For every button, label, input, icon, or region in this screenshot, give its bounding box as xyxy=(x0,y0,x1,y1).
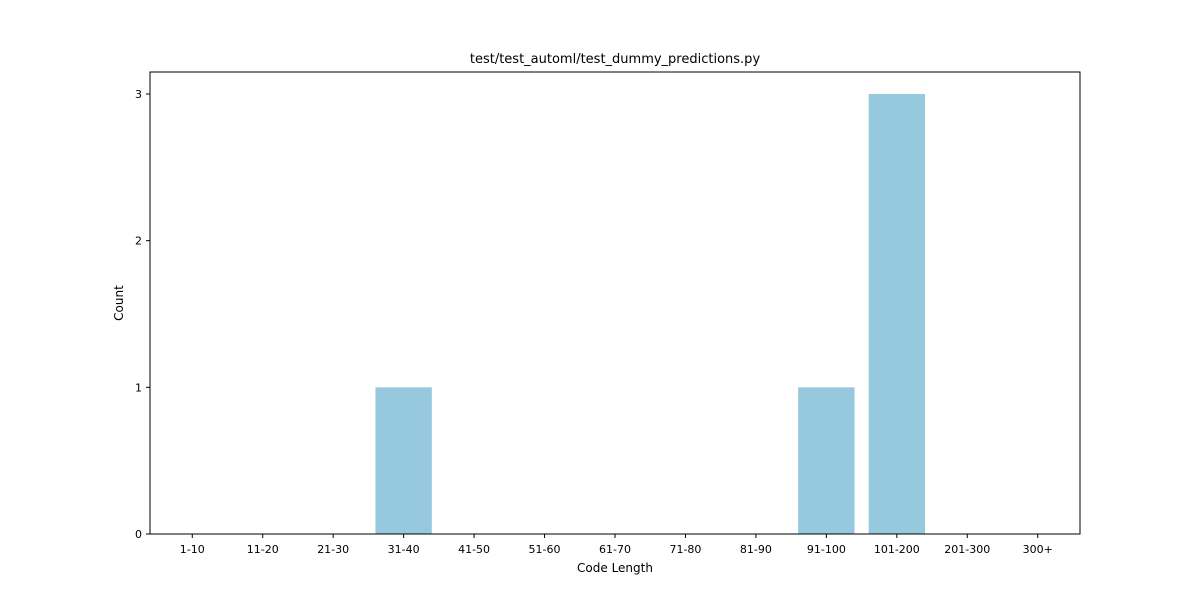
x-tick-label: 300+ xyxy=(1023,543,1053,556)
y-axis-label: Count xyxy=(112,285,126,321)
bar-101-200 xyxy=(868,94,925,534)
y-tick-label: 2 xyxy=(135,235,142,248)
x-tick-label: 91-100 xyxy=(807,543,846,556)
x-tick-label: 31-40 xyxy=(388,543,420,556)
y-tick-label: 0 xyxy=(135,528,142,541)
x-axis: 1-10 11-20 21-30 31-40 41-50 51-60 61-70 71-80 8… xyxy=(180,534,1053,556)
x-tick-label: 71-80 xyxy=(669,543,701,556)
y-tick-label: 1 xyxy=(135,381,142,394)
x-tick-label: 81-90 xyxy=(740,543,772,556)
y-axis: 0 1 2 3 xyxy=(135,88,150,541)
x-tick-label: 11-20 xyxy=(247,543,279,556)
bar-31-40 xyxy=(375,387,432,534)
x-tick-label: 61-70 xyxy=(599,543,631,556)
bars-layer xyxy=(375,94,925,534)
x-tick-label: 41-50 xyxy=(458,543,490,556)
bar-91-100 xyxy=(798,387,855,534)
x-tick-label: 51-60 xyxy=(529,543,561,556)
plot-frame xyxy=(149,71,1081,535)
chart-title: test/test_automl/test_dummy_predictions.… xyxy=(470,52,761,67)
x-tick-label: 101-200 xyxy=(874,543,920,556)
x-axis-label: Code Length xyxy=(577,561,653,575)
x-tick-label: 201-300 xyxy=(944,543,990,556)
x-tick-label: 21-30 xyxy=(317,543,349,556)
x-tick-label: 1-10 xyxy=(180,543,205,556)
y-tick-label: 3 xyxy=(135,88,142,101)
